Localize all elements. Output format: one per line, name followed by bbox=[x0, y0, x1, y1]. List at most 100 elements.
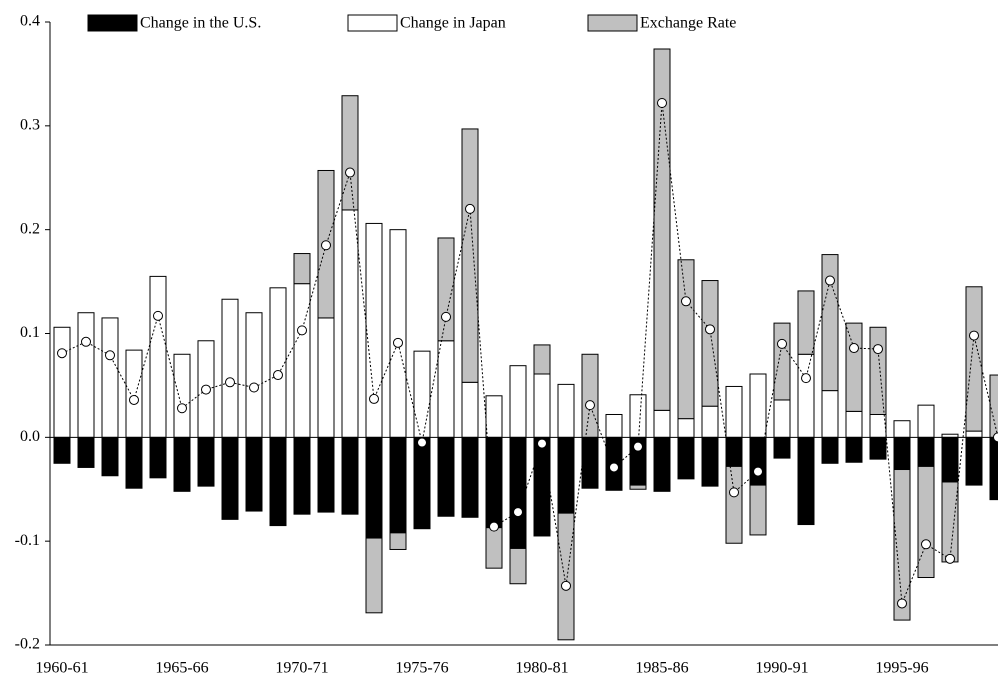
bar-segment bbox=[221, 436, 239, 520]
bar-segment bbox=[701, 436, 719, 487]
bar-segment bbox=[653, 436, 671, 492]
bar-segment bbox=[965, 286, 983, 432]
bar-segment bbox=[533, 436, 551, 537]
legend-swatch bbox=[587, 14, 638, 32]
bar-segment bbox=[485, 527, 503, 569]
bar-segment bbox=[77, 436, 95, 468]
legend-label: Change in Japan bbox=[400, 15, 506, 32]
bar-segment bbox=[893, 436, 911, 471]
total-point bbox=[273, 370, 283, 381]
bar-segment bbox=[941, 436, 959, 483]
bar-segment bbox=[365, 537, 383, 614]
bar-segment bbox=[149, 275, 167, 438]
bar-segment bbox=[149, 436, 167, 479]
total-point bbox=[465, 203, 475, 214]
bar-segment bbox=[437, 340, 455, 438]
total-point bbox=[153, 310, 163, 321]
x-tick-label: 1980-81 bbox=[515, 660, 568, 677]
bar-segment bbox=[557, 436, 575, 514]
total-point bbox=[657, 97, 667, 108]
bar-segment bbox=[797, 436, 815, 526]
bar-segment bbox=[533, 373, 551, 438]
x-tick-label: 1960-61 bbox=[35, 660, 88, 677]
bar-segment bbox=[509, 365, 527, 438]
y-tick-label: 0.2 bbox=[20, 220, 40, 237]
total-point bbox=[897, 598, 907, 609]
y-tick-label: 0.1 bbox=[20, 324, 40, 341]
bar-segment bbox=[773, 322, 791, 401]
total-point bbox=[417, 437, 427, 448]
total-point bbox=[57, 348, 67, 359]
bar-segment bbox=[869, 436, 887, 460]
x-tick-label: 1990-91 bbox=[755, 660, 808, 677]
bar-segment bbox=[845, 436, 863, 463]
y-tick-label: 0.4 bbox=[20, 13, 40, 30]
bar-segment bbox=[341, 95, 359, 211]
bar-segment bbox=[437, 436, 455, 517]
bar-segment bbox=[125, 436, 143, 489]
x-tick-label: 1965-66 bbox=[155, 660, 208, 677]
legend-label: Exchange Rate bbox=[640, 15, 736, 32]
total-point bbox=[489, 521, 499, 532]
total-point bbox=[825, 275, 835, 286]
total-point bbox=[513, 507, 523, 518]
bar-segment bbox=[749, 484, 767, 536]
bar-segment bbox=[917, 404, 935, 438]
bar-segment bbox=[317, 317, 335, 438]
bar-segment bbox=[293, 283, 311, 438]
bar-segment bbox=[701, 405, 719, 438]
total-point bbox=[777, 338, 787, 349]
bar-segment bbox=[461, 436, 479, 518]
y-tick-label: 0.0 bbox=[20, 428, 40, 445]
bar-segment bbox=[197, 436, 215, 487]
bar-segment bbox=[725, 465, 743, 544]
total-point bbox=[969, 330, 979, 341]
total-point bbox=[129, 394, 139, 405]
bar-segment bbox=[245, 312, 263, 438]
bar-segment bbox=[701, 280, 719, 407]
bar-segment bbox=[509, 436, 527, 549]
y-tick-label: 0.3 bbox=[20, 117, 40, 134]
bar-segment bbox=[581, 353, 599, 438]
bar-segment bbox=[893, 420, 911, 438]
total-point bbox=[345, 167, 355, 178]
total-point bbox=[753, 466, 763, 477]
bar-segment bbox=[797, 290, 815, 355]
bar-segment bbox=[269, 436, 287, 527]
bar-segment bbox=[365, 436, 383, 539]
bar-segment bbox=[389, 229, 407, 438]
bar-segment bbox=[269, 287, 287, 438]
bar-segment bbox=[941, 481, 959, 563]
total-point bbox=[369, 393, 379, 404]
bar-segment bbox=[893, 469, 911, 621]
bar-segment bbox=[869, 413, 887, 438]
bar-segment bbox=[845, 410, 863, 438]
total-point bbox=[249, 382, 259, 393]
bar-segment bbox=[869, 326, 887, 415]
bar-segment bbox=[365, 222, 383, 438]
bar-segment bbox=[965, 430, 983, 438]
bar-segment bbox=[557, 383, 575, 438]
bar-segment bbox=[53, 326, 71, 438]
total-point bbox=[201, 384, 211, 395]
bar-segment bbox=[341, 436, 359, 515]
bar-segment bbox=[485, 436, 503, 529]
x-tick-label: 1975-76 bbox=[395, 660, 448, 677]
x-tick-label: 1985-86 bbox=[635, 660, 688, 677]
bar-segment bbox=[917, 465, 935, 579]
bar-segment bbox=[821, 436, 839, 464]
bar-segment bbox=[773, 399, 791, 438]
bar-segment bbox=[125, 349, 143, 438]
x-tick-label: 1995-96 bbox=[875, 660, 928, 677]
total-point bbox=[441, 311, 451, 322]
legend-swatch bbox=[347, 14, 398, 32]
total-point bbox=[105, 350, 115, 361]
bar-segment bbox=[653, 409, 671, 438]
total-point bbox=[297, 325, 307, 336]
bar-segment bbox=[845, 322, 863, 412]
bar-segment bbox=[413, 350, 431, 438]
bar-segment bbox=[965, 436, 983, 486]
total-point bbox=[729, 487, 739, 498]
bar-segment bbox=[461, 128, 479, 383]
